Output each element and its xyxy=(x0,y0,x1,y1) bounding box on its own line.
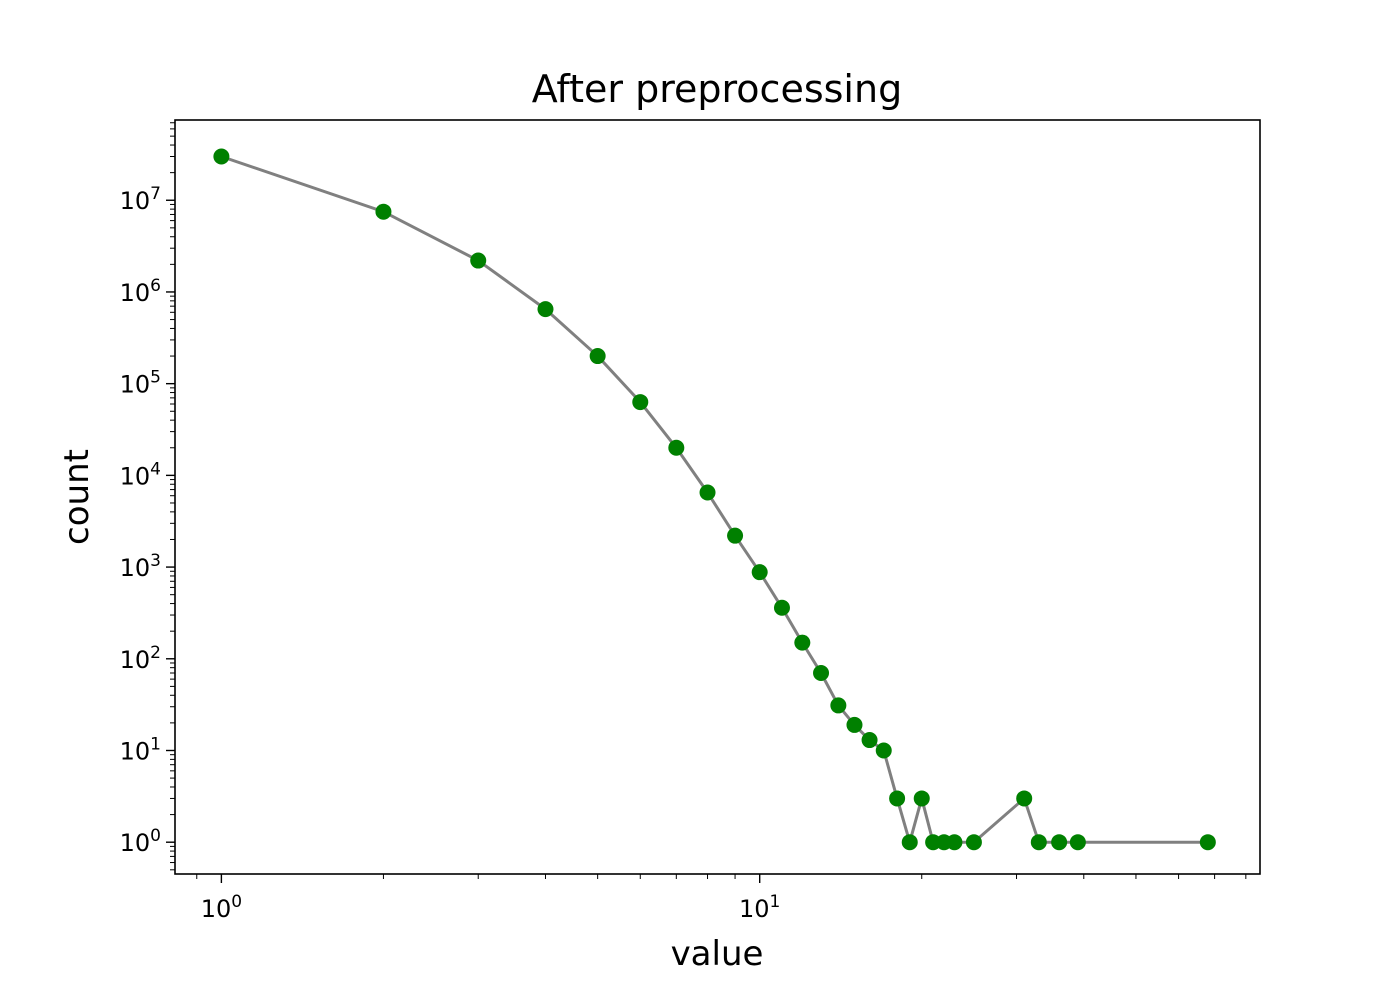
y-tick-label: 106 xyxy=(120,276,161,307)
data-point xyxy=(946,834,963,851)
data-point xyxy=(794,634,811,651)
data-point xyxy=(913,790,930,807)
data-point xyxy=(1016,790,1033,807)
data-point xyxy=(632,394,649,411)
y-tick-label-base: 10 xyxy=(120,279,151,307)
data-point xyxy=(861,732,878,749)
y-tick-label-exponent: 3 xyxy=(150,551,161,571)
y-tick-label-exponent: 0 xyxy=(150,826,161,846)
x-tick-label: 100 xyxy=(201,892,242,923)
data-point xyxy=(875,742,892,759)
plot-area xyxy=(213,148,1216,851)
data-point xyxy=(773,599,790,616)
data-point xyxy=(668,439,685,456)
y-tick-label-exponent: 2 xyxy=(150,643,161,663)
data-point xyxy=(889,790,906,807)
data-point xyxy=(699,484,716,501)
data-point xyxy=(470,252,487,269)
y-tick-label: 104 xyxy=(120,459,161,490)
data-point xyxy=(1030,834,1047,851)
x-axis-label: value xyxy=(671,934,764,974)
chart-title: After preprocessing xyxy=(532,67,902,111)
x-tick-label: 101 xyxy=(739,892,780,923)
y-tick-label-base: 10 xyxy=(120,737,151,765)
data-point xyxy=(830,697,847,714)
data-point xyxy=(375,203,392,220)
axes-frame xyxy=(174,119,1261,875)
data-point xyxy=(1199,834,1216,851)
y-tick-label-exponent: 7 xyxy=(150,184,161,204)
data-point xyxy=(727,527,744,544)
x-tick-label-exponent: 1 xyxy=(770,892,781,912)
x-tick-label-exponent: 0 xyxy=(231,892,242,912)
data-point xyxy=(751,564,768,581)
data-point xyxy=(1051,834,1068,851)
x-tick-label-base: 10 xyxy=(739,895,770,923)
y-tick-label-base: 10 xyxy=(120,462,151,490)
y-tick-label: 100 xyxy=(120,826,161,857)
y-tick-label-exponent: 4 xyxy=(150,459,161,479)
y-tick-label-base: 10 xyxy=(120,646,151,674)
y-tick-label: 101 xyxy=(120,734,161,765)
y-tick-label: 103 xyxy=(120,551,161,582)
data-point xyxy=(213,148,230,165)
x-axis-ticks: 100 101 xyxy=(196,874,1247,923)
y-tick-label: 107 xyxy=(120,184,161,215)
x-tick-label-base: 10 xyxy=(201,895,232,923)
y-tick-label-exponent: 5 xyxy=(150,368,161,388)
y-axis-label: count xyxy=(57,449,97,545)
data-point xyxy=(589,348,606,365)
y-tick-label-exponent: 1 xyxy=(150,734,161,754)
data-point xyxy=(846,716,863,733)
y-tick-label-base: 10 xyxy=(120,371,151,399)
y-tick-label-base: 10 xyxy=(120,829,151,857)
y-tick-label-base: 10 xyxy=(120,554,151,582)
data-point xyxy=(901,834,918,851)
y-tick-label: 102 xyxy=(120,643,161,674)
y-tick-label-exponent: 6 xyxy=(150,276,161,296)
data-point xyxy=(1069,834,1086,851)
data-point xyxy=(537,301,554,318)
y-tick-label-base: 10 xyxy=(120,187,151,215)
data-point xyxy=(813,664,830,681)
y-tick-label: 105 xyxy=(120,368,161,399)
data-point xyxy=(965,834,982,851)
